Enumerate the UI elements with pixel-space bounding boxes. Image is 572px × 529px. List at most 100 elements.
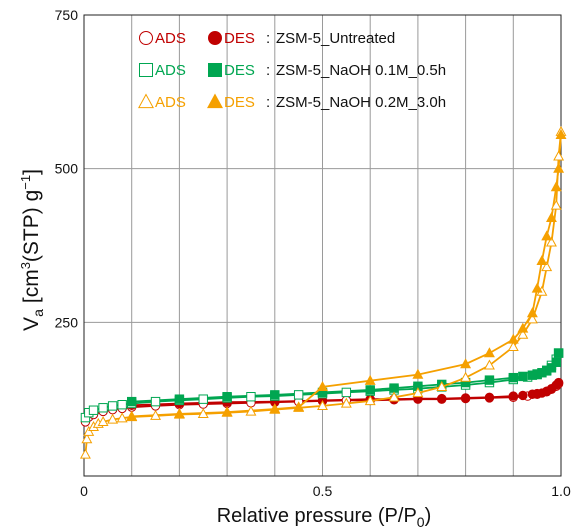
legend-des-marker (207, 93, 223, 109)
series-3-ads-point (436, 381, 448, 391)
series-3-des-point (364, 374, 376, 385)
series-2-des-point (174, 394, 185, 404)
series-2-ads-point (150, 396, 161, 407)
series-2-ads-point (107, 401, 118, 411)
x-axis-title-sub: 0 (417, 514, 425, 529)
series-3-des-point (293, 401, 305, 412)
series-3-ads-point (541, 261, 553, 272)
legend-series-name: ZSM-5_NaOH 0.2M_3.0h (276, 94, 446, 111)
y-tick-label: 500 (55, 161, 79, 177)
series-3-ads-point (412, 387, 424, 398)
series-2-ads-point (117, 399, 127, 410)
series-1-des-point (508, 391, 518, 401)
legend-separator: : (266, 62, 270, 79)
series-3-ads-point (81, 433, 93, 444)
series-3-des-point (126, 410, 138, 421)
series-layer (79, 125, 567, 459)
series-3-ads-point (245, 405, 257, 416)
series-1-des-point (437, 393, 447, 404)
series-3-ads-point (388, 391, 400, 402)
series-3-ads-point (526, 313, 538, 324)
series-3-des-point (507, 333, 519, 344)
legend-des-label: DES (224, 30, 255, 47)
series-3-des-point (541, 230, 553, 241)
series-3-des-point (221, 406, 233, 417)
series-3-des-point (536, 254, 548, 265)
legend-ads-marker (139, 63, 153, 77)
y-axis-title-sup1: 3 (18, 262, 33, 269)
series-3-ads-point (550, 199, 562, 210)
series-3-ads-point (197, 408, 209, 419)
series-3-ads-point (317, 400, 328, 411)
y-tick-label: 750 (55, 7, 79, 23)
legend-entry: ADS DES: ZSM-5_NaOH 0.1M_0.5h (139, 62, 446, 79)
series-2-des-point (270, 390, 280, 400)
series-3 (79, 125, 567, 459)
x-tick-label: 0.5 (313, 483, 333, 499)
series-3-des-point (555, 128, 567, 139)
series-3-ads-point (83, 425, 95, 436)
series-3-ads-point (107, 413, 119, 424)
series-2-des-point (127, 396, 137, 407)
series-3-des-point (317, 381, 328, 391)
legend-ads-label: ADS (155, 62, 186, 79)
x-axis-title-text: Relative pressure (P/P (217, 505, 417, 527)
series-3-des-point (460, 358, 472, 369)
legend-des-marker (208, 63, 222, 77)
series-3-des-point (531, 282, 543, 293)
series-3-ads-point (483, 359, 495, 370)
tick-labels: 0 0.5 1.0 250 500 750 (55, 7, 571, 499)
series-1-des-point (484, 392, 495, 403)
series-2-ads-point (98, 403, 108, 413)
legend-series-name: ZSM-5_NaOH 0.1M_0.5h (276, 62, 446, 79)
series-2-des-point (551, 357, 561, 367)
series-3-ads-point (79, 448, 91, 459)
y-axis-title-v-sub: a (30, 309, 46, 317)
legend-ads-label: ADS (155, 30, 186, 47)
series-2-des-point (508, 372, 519, 383)
y-axis-title-sup2: −1 (18, 175, 33, 190)
y-axis-title: Va [cm3(STP) g−1] (18, 169, 46, 331)
legend-entry: ADS DES: ZSM-5_NaOH 0.2M_3.0h (138, 93, 446, 111)
legend-des-label: DES (224, 94, 255, 111)
plot-frame (83, 14, 562, 477)
series-2-des-point (222, 392, 232, 402)
series-1-des-point (518, 390, 528, 401)
series-3-ads-point (553, 150, 565, 161)
series-3-des-point (412, 368, 424, 379)
legend-separator: : (266, 30, 270, 47)
series-3-des-point (545, 211, 557, 222)
series-3-ads-point (507, 341, 519, 352)
series-3-des-point (553, 162, 565, 173)
series-3-ads-point (150, 409, 162, 420)
series-2-ads-point (198, 394, 208, 404)
series-2-des-point (527, 370, 538, 380)
series-2-des-point (518, 371, 528, 382)
series-3-des-point (517, 322, 529, 333)
series-1-des-point (460, 393, 471, 403)
series-3-ads-point (460, 371, 472, 382)
legend-ads-label: ADS (155, 94, 186, 111)
x-axis-title-end: ) (425, 505, 432, 527)
y-axis-title-unit-end: ] (20, 169, 43, 175)
series-1-des-point (527, 389, 538, 399)
series-2-ads-point (341, 387, 352, 398)
legend-ads-marker (138, 93, 154, 109)
series-3-ads-point (340, 397, 352, 408)
legend-separator: : (266, 94, 270, 111)
series-2-ads-point (293, 390, 304, 400)
legend-entry: ADS DES: ZSM-5_Untreated (139, 30, 395, 47)
legend-ads-marker (139, 31, 153, 45)
grid-lines (84, 15, 561, 476)
x-tick-label: 0 (80, 483, 88, 499)
series-3-ads-point (545, 236, 557, 247)
series-2-ads-point (246, 392, 256, 402)
series-2-des-point (389, 383, 399, 393)
legend-series-name: ZSM-5_Untreated (276, 30, 395, 47)
series-3-ads-point (517, 328, 529, 339)
series-3-des-point (483, 347, 495, 358)
series-3-des-point (550, 181, 562, 192)
series-3-ads-point (97, 416, 109, 427)
series-2-des-point (484, 375, 495, 385)
